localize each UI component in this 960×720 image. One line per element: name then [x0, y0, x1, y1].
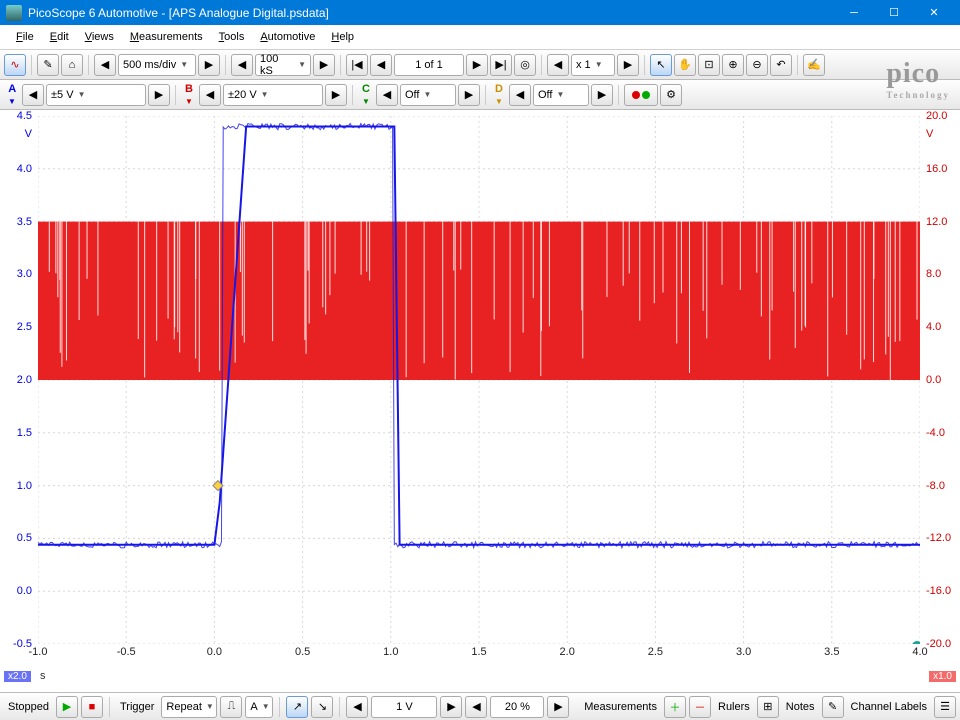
hyst-prev[interactable]: ◀	[465, 696, 487, 718]
toolbar-main: ∿ ✎ ⌂ ◀ 500 ms/div▼ ▶ ◀ 100 kS▼ ▶ |◀ ◀ 1…	[0, 50, 960, 80]
ch-d-next[interactable]: ▶	[591, 84, 613, 106]
app-icon	[6, 5, 22, 21]
menu-help[interactable]: Help	[323, 28, 362, 46]
x-unit: s	[40, 670, 46, 682]
window-title: PicoScope 6 Automotive - [APS Analogue D…	[28, 6, 834, 20]
rulers-button[interactable]: ⊞	[757, 696, 779, 718]
ch-c-range[interactable]: Off▼	[400, 84, 456, 106]
channel-c-label[interactable]: C ▼	[358, 83, 374, 107]
menubar: File Edit Views Measurements Tools Autom…	[0, 25, 960, 50]
trigger-mode[interactable]: Repeat▼	[161, 696, 217, 718]
page-next[interactable]: ▶	[466, 54, 488, 76]
menu-measurements[interactable]: Measurements	[122, 28, 211, 46]
scope-mode-button[interactable]: ∿	[4, 54, 26, 76]
trigger-slope-rising[interactable]: ↗	[286, 696, 308, 718]
channel-labels-button[interactable]: ☰	[934, 696, 956, 718]
trigger-slope-falling[interactable]: ↘	[311, 696, 333, 718]
page-last[interactable]: ▶|	[490, 54, 512, 76]
ch-c-next[interactable]: ▶	[458, 84, 480, 106]
scope-chart[interactable]: 4.54.03.53.02.52.01.51.00.50.0-0.5V 20.0…	[0, 110, 960, 682]
ch-c-prev[interactable]: ◀	[376, 84, 398, 106]
status-rulers[interactable]: Rulers	[714, 701, 754, 713]
status-notes[interactable]: Notes	[782, 701, 819, 713]
thresh-prev[interactable]: ◀	[346, 696, 368, 718]
page-prev[interactable]: ◀	[370, 54, 392, 76]
ch-a-range[interactable]: ±5 V▼	[46, 84, 146, 106]
ch-d-prev[interactable]: ◀	[509, 84, 531, 106]
stop-button[interactable]: ■	[81, 696, 103, 718]
settings-button[interactable]: ⚙	[660, 84, 682, 106]
page-first[interactable]: |◀	[346, 54, 368, 76]
ch-d-range[interactable]: Off▼	[533, 84, 589, 106]
zoom-next[interactable]: ▶	[617, 54, 639, 76]
zoom-badge-right: x1.0	[929, 671, 956, 682]
hyst-next[interactable]: ▶	[547, 696, 569, 718]
status-measurements[interactable]: Measurements	[580, 701, 661, 713]
right-axis: 20.016.012.08.04.00.0-4.0-8.0-12.0-16.0-…	[922, 116, 960, 644]
wand-button[interactable]: ✎	[37, 54, 59, 76]
maximize-button[interactable]: ☐	[874, 0, 914, 25]
thresh-next[interactable]: ▶	[440, 696, 462, 718]
annotate-button[interactable]: ✍	[803, 54, 825, 76]
samples-next[interactable]: ▶	[313, 54, 335, 76]
home-button[interactable]: ⌂	[61, 54, 83, 76]
add-measurement[interactable]: ＋	[664, 696, 686, 718]
minimize-button[interactable]: ─	[834, 0, 874, 25]
ch-b-prev[interactable]: ◀	[199, 84, 221, 106]
led-panel[interactable]	[624, 84, 658, 106]
pointer-tool[interactable]: ↖	[650, 54, 672, 76]
status-channel-labels[interactable]: Channel Labels	[847, 701, 931, 713]
samples-prev[interactable]: ◀	[231, 54, 253, 76]
zoom-in-tool[interactable]: ⊕	[722, 54, 744, 76]
remove-measurement[interactable]: －	[689, 696, 711, 718]
ch-b-range[interactable]: ±20 V▼	[223, 84, 323, 106]
brand-logo: picoTechnology	[886, 58, 950, 100]
left-axis: 4.54.03.53.02.52.01.51.00.50.0-0.5V	[0, 116, 36, 644]
zoom-out-tool[interactable]: ⊖	[746, 54, 768, 76]
timebase-prev[interactable]: ◀	[94, 54, 116, 76]
statusbar: Stopped ▶ ■ Trigger Repeat▼ ⎍ A▼ ↗ ↘ ◀ 1…	[0, 692, 960, 720]
plot-area[interactable]	[38, 116, 920, 644]
toolbar-channels: A ▼ ◀ ±5 V▼ ▶ B ▼ ◀ ±20 V▼ ▶ C ▼ ◀ Off▼ …	[0, 80, 960, 110]
ch-a-next[interactable]: ▶	[148, 84, 170, 106]
timebase-next[interactable]: ▶	[198, 54, 220, 76]
trigger-label: Trigger	[116, 701, 158, 713]
ch-b-next[interactable]: ▶	[325, 84, 347, 106]
trigger-edge-rising[interactable]: ⎍	[220, 696, 242, 718]
menu-file[interactable]: File	[8, 28, 42, 46]
zoom-prev[interactable]: ◀	[547, 54, 569, 76]
page-display: 1 of 1	[394, 54, 464, 76]
zoom-badge-left: x2.0	[4, 671, 31, 682]
hand-tool[interactable]: ✋	[674, 54, 696, 76]
trigger-threshold[interactable]: 1 V	[371, 696, 437, 718]
ch-a-prev[interactable]: ◀	[22, 84, 44, 106]
trigger-channel[interactable]: A▼	[245, 696, 273, 718]
undo-zoom[interactable]: ↶	[770, 54, 792, 76]
samples-select[interactable]: 100 kS▼	[255, 54, 311, 76]
timebase-select[interactable]: 500 ms/div▼	[118, 54, 196, 76]
status-state: Stopped	[4, 701, 53, 713]
menu-automotive[interactable]: Automotive	[252, 28, 323, 46]
menu-views[interactable]: Views	[77, 28, 122, 46]
zoom-region-tool[interactable]: ⊡	[698, 54, 720, 76]
notes-button[interactable]: ✎	[822, 696, 844, 718]
zoom-select[interactable]: x 1▼	[571, 54, 615, 76]
menu-tools[interactable]: Tools	[211, 28, 253, 46]
run-button[interactable]: ▶	[56, 696, 78, 718]
target-button[interactable]: ◎	[514, 54, 536, 76]
close-button[interactable]: ✕	[914, 0, 954, 25]
plot-svg	[38, 116, 920, 644]
trigger-hysteresis[interactable]: 20 %	[490, 696, 544, 718]
channel-d-label[interactable]: D ▼	[491, 83, 507, 107]
menu-edit[interactable]: Edit	[42, 28, 77, 46]
bottom-axis: -1.0-0.50.00.51.01.52.02.53.03.54.0	[38, 646, 920, 668]
channel-a-label[interactable]: A ▼	[4, 83, 20, 107]
channel-b-label[interactable]: B ▼	[181, 83, 197, 107]
